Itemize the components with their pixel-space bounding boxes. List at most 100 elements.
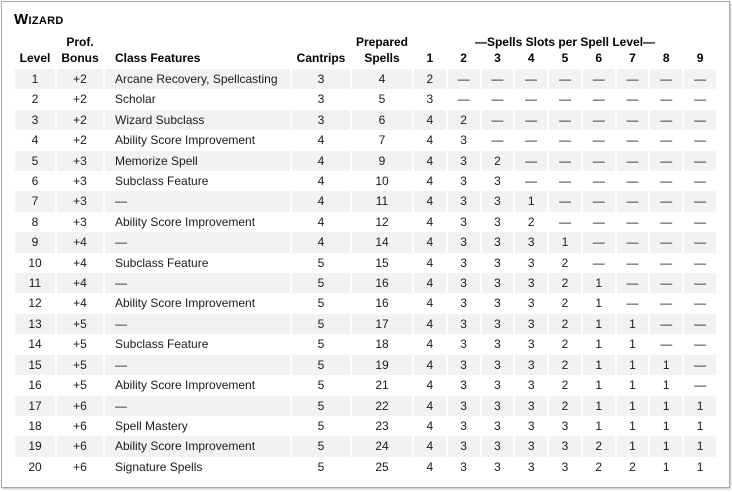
- cantrips-cell: 3: [317, 92, 325, 107]
- spell-slot-cell-level-3: 3: [481, 232, 514, 253]
- spell-slot-cell-level-2: 3: [447, 354, 480, 376]
- spell-slot-cell-level-5: —: [549, 109, 581, 131]
- class-features-cell: Memorize Spell: [105, 150, 290, 172]
- cantrips-cell: 4: [292, 232, 350, 253]
- spell-slot-cell-level-5: 2: [561, 255, 569, 270]
- cantrips-cell: 5: [317, 459, 325, 474]
- spell-slot-cell-level-7: —: [616, 69, 649, 90]
- spell-slot-cell-level-9: —: [694, 296, 707, 311]
- spell-slot-cell-level-2: —: [447, 69, 480, 90]
- spell-slot-cell-level-4: 3: [515, 273, 548, 294]
- prepared-spells-cell: 15: [375, 255, 389, 270]
- level-cell: 8: [31, 214, 39, 229]
- spell-slot-cell-level-9: —: [694, 133, 707, 148]
- prof-bonus-cell: +2: [57, 109, 103, 131]
- spell-slot-cell-level-2: 3: [460, 174, 467, 189]
- prof-bonus-cell: +2: [73, 92, 87, 107]
- spell-slot-cell-level-6: —: [582, 150, 615, 172]
- prepared-spells-cell: 16: [352, 273, 412, 294]
- level-cell: 14: [28, 337, 42, 352]
- class-features-cell: —: [105, 191, 290, 212]
- spell-slot-cell-level-7: —: [626, 174, 639, 189]
- spell-slot-cell-level-8: 1: [650, 354, 683, 376]
- spell-slot-cell-level-7: —: [616, 109, 649, 131]
- spell-slot-cell-level-4: —: [515, 109, 548, 131]
- header-row-bottom: Level Bonus Class Features Cantrips Spel…: [15, 49, 716, 69]
- spell-slot-cell-level-4: 3: [527, 337, 535, 352]
- prepared-spells-cell: 11: [352, 191, 412, 212]
- spell-slot-cell-level-1: 4: [426, 214, 434, 229]
- spell-slot-cell-level-4: —: [525, 174, 538, 189]
- prepared-spells-cell: 17: [352, 313, 412, 335]
- spell-slot-cell-level-7: —: [626, 133, 639, 148]
- spell-slot-cell-level-1: 4: [414, 273, 446, 294]
- spell-slot-cell-level-6: —: [582, 232, 615, 253]
- table-row: 14 +5 Subclass Feature 5 18 4 3 3 3 2 1 1 — —: [15, 334, 716, 354]
- spell-slot-cell-level-4: 3: [515, 395, 548, 416]
- prepared-spells-cell: 19: [352, 354, 412, 376]
- cantrips-cell: 5: [292, 273, 350, 294]
- level-cell: 3: [15, 109, 55, 131]
- spell-slot-cell-level-6: 2: [595, 459, 603, 474]
- spell-slot-cell-level-5: 2: [561, 378, 569, 393]
- spell-slot-cell-level-9: —: [684, 191, 716, 212]
- prepared-spells-cell: 23: [375, 418, 389, 433]
- table-row: 10 +4 Subclass Feature 5 15 4 3 3 3 2 — — — —: [15, 253, 716, 273]
- header-slot-level-2: 2: [460, 51, 467, 65]
- spell-slot-cell-level-9: —: [684, 313, 716, 335]
- spell-slot-cell-level-1: 4: [426, 174, 434, 189]
- spell-slot-cell-level-4: —: [525, 133, 538, 148]
- cantrips-cell: 4: [292, 150, 350, 172]
- spell-slot-cell-level-1: 4: [426, 378, 434, 393]
- header-row-top: Prof. Prepared —Spells Slots per Spell L…: [15, 35, 716, 49]
- spell-slot-cell-level-2: 3: [447, 232, 480, 253]
- spell-slot-cell-level-3: 3: [481, 436, 514, 457]
- spell-slot-cell-level-9: —: [684, 273, 716, 294]
- level-cell: 11: [15, 273, 55, 294]
- spell-slot-cell-level-6: 1: [595, 418, 603, 433]
- spell-slot-cell-level-6: —: [582, 109, 615, 131]
- spell-slot-cell-level-7: —: [626, 255, 639, 270]
- cantrips-cell: 5: [317, 337, 325, 352]
- spell-slot-cell-level-5: —: [558, 174, 571, 189]
- table-row: 8 +3 Ability Score Improvement 4 12 4 3 3 2 — — — — —: [15, 212, 716, 232]
- spell-slot-cell-level-6: —: [592, 255, 605, 270]
- level-cell: 6: [31, 174, 39, 189]
- class-features-cell: —: [105, 273, 290, 294]
- spell-slot-cell-level-3: —: [481, 109, 514, 131]
- spell-slot-cell-level-7: —: [616, 232, 649, 253]
- spell-slot-cell-level-1: 4: [414, 232, 446, 253]
- prepared-spells-cell: 6: [352, 109, 412, 131]
- spell-slot-cell-level-7: 2: [629, 459, 636, 474]
- spell-slot-cell-level-2: 3: [447, 395, 480, 416]
- spell-slot-cell-level-5: —: [549, 150, 581, 172]
- spell-slot-cell-level-4: 3: [527, 255, 535, 270]
- prof-bonus-cell: +4: [57, 232, 103, 253]
- table-row: 18 +6 Spell Mastery 5 23 4 3 3 3 3 1 1 1 1: [15, 416, 716, 436]
- table-row: 16 +5 Ability Score Improvement 5 21 4 3 3 3 2 1 1 1…: [15, 375, 716, 395]
- class-features-cell: Ability Score Improvement: [115, 133, 256, 148]
- table-row: 3 +2 Wizard Subclass 3 6 4 2— — — — — — —: [15, 109, 716, 131]
- spell-slot-cell-level-3: 3: [494, 214, 501, 229]
- header-prepared-spells: Spells: [364, 51, 400, 65]
- prof-bonus-cell: +3: [57, 150, 103, 172]
- spell-slot-cell-level-2: 3: [460, 133, 467, 148]
- prepared-spells-cell: 22: [352, 395, 412, 416]
- spell-slot-cell-level-6: —: [592, 174, 605, 189]
- spell-slot-cell-level-7: 1: [616, 354, 649, 376]
- header-level-spacer: [15, 35, 55, 49]
- spell-slot-cell-level-1: 4: [426, 296, 434, 311]
- spell-slot-cell-level-3: 2: [481, 150, 514, 172]
- spell-slot-cell-level-2: 2: [447, 109, 480, 131]
- level-cell: 5: [15, 150, 55, 172]
- spell-slot-cell-level-4: 1: [515, 191, 548, 212]
- spell-slot-cell-level-7: 1: [616, 436, 649, 457]
- prof-bonus-cell: +2: [57, 69, 103, 90]
- spell-slot-cell-level-4: 3: [527, 378, 535, 393]
- level-cell: 19: [15, 436, 55, 457]
- table-row: 17 +6—5 22 4 3 3 3 2 1 1 1 1: [15, 395, 716, 416]
- table-row: 5 +3 Memorize Spell 4 9 4 3 2— — — — — —: [15, 150, 716, 172]
- level-cell: 4: [31, 133, 39, 148]
- spell-slot-cell-level-9: —: [694, 378, 707, 393]
- cantrips-cell: 4: [317, 214, 325, 229]
